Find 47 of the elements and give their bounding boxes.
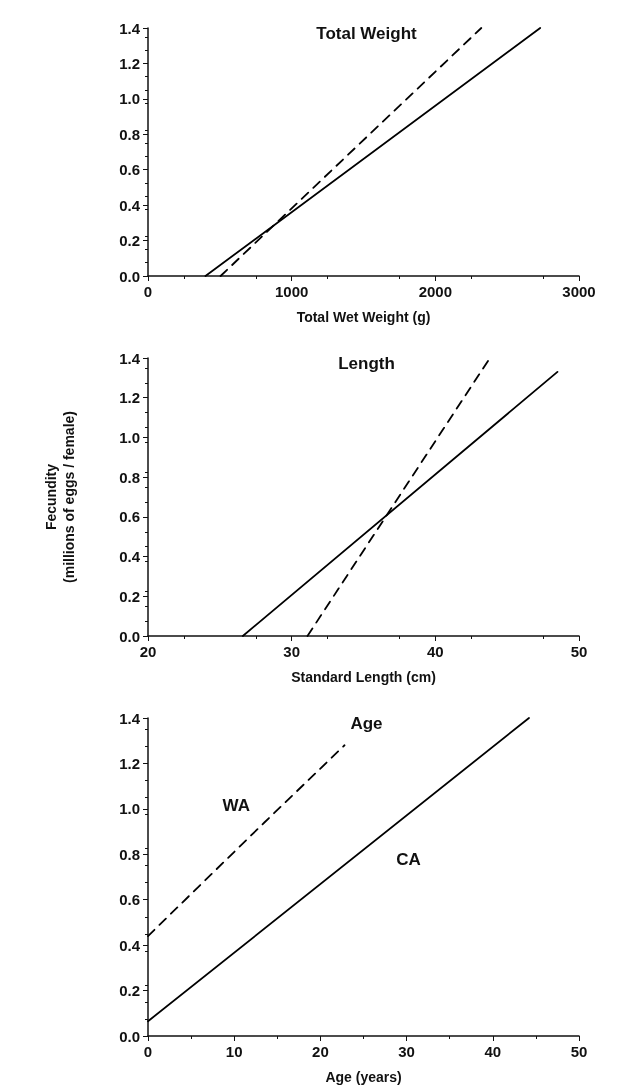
x-tick-label: 0 — [143, 283, 153, 300]
x-tick-label: 20 — [312, 1043, 329, 1060]
y-tick-label: 1.0 — [119, 800, 140, 818]
x-tick-label: 30 — [398, 1043, 415, 1060]
series-label: CA — [396, 850, 421, 870]
x-axis-title: Age (years) — [325, 1069, 402, 1085]
y-tick-label: 0.4 — [119, 196, 141, 214]
x-tick-label: 2000 — [418, 283, 453, 300]
x-tick-label: 40 — [426, 643, 444, 660]
y-tick-label: 0.0 — [119, 627, 140, 645]
y-tick-label: 0.4 — [119, 548, 141, 566]
y-tick-label: 0.8 — [119, 845, 140, 863]
y-tick-label: 1.4 — [119, 709, 141, 727]
x-tick-label: 1000 — [274, 283, 309, 300]
y-tick-label: 1.4 — [119, 19, 141, 37]
chart-title: Length — [338, 354, 395, 373]
x-tick-label: 20 — [139, 643, 157, 660]
y-tick-label: 0.6 — [119, 161, 140, 179]
x-tick-label: 50 — [570, 643, 588, 660]
y-tick-label: 1.2 — [119, 389, 140, 407]
y-tick-label: 0.6 — [119, 508, 140, 526]
x-tick-label: 40 — [484, 1043, 502, 1060]
y-tick-label: 1.0 — [119, 428, 140, 446]
y-tick-label: 1.0 — [119, 90, 140, 108]
y-tick-label: 0.8 — [119, 125, 140, 143]
y-tick-label: 0.8 — [119, 468, 140, 486]
y-tick-label: 0.0 — [119, 1027, 140, 1045]
y-tick-label: 1.2 — [119, 54, 140, 72]
y-axis-title: Fecundity (millions of eggs / female) — [43, 411, 77, 583]
y-tick-label: 0.2 — [119, 982, 140, 1000]
y-tick-label: 0.4 — [119, 936, 141, 954]
series-label: WA — [222, 796, 250, 816]
x-tick-label: 50 — [570, 1043, 588, 1060]
x-axis-title: Total Wet Weight (g) — [296, 309, 431, 325]
chart-title: Age — [350, 714, 383, 733]
y-tick-label: 1.2 — [119, 754, 140, 772]
y-tick-label: 0.6 — [119, 891, 140, 909]
x-tick-label: 10 — [225, 1043, 243, 1060]
x-tick-label: 30 — [283, 643, 301, 660]
y-tick-label: 0.0 — [119, 267, 140, 285]
x-tick-label: 3000 — [562, 283, 596, 300]
y-tick-label: 0.2 — [119, 587, 140, 605]
y-tick-label: 1.4 — [119, 349, 141, 367]
x-axis-title: Standard Length (cm) — [291, 669, 436, 685]
chart-title: Total Weight — [316, 24, 418, 43]
x-tick-label: 0 — [143, 1043, 153, 1060]
y-tick-label: 0.2 — [119, 232, 140, 250]
